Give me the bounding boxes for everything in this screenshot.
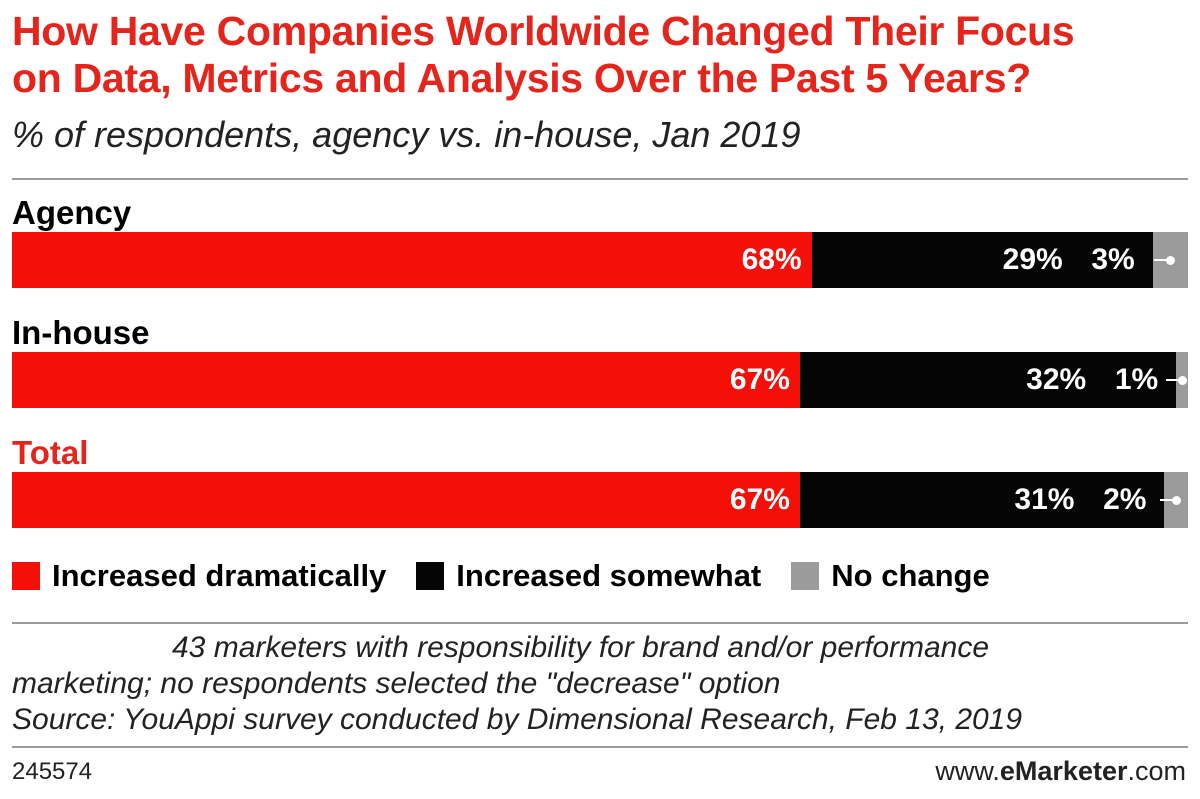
data-label-total-increased-dramatically: 67% bbox=[729, 483, 790, 516]
bar-segment-in-house-increased-dramatically: 67% bbox=[12, 352, 800, 408]
legend-item-increased-somewhat: Increased somewhat bbox=[416, 558, 761, 594]
chart-title: How Have Companies Worldwide Changed The… bbox=[12, 8, 1192, 102]
legend-item-no-change: No change bbox=[791, 558, 990, 594]
bottom-divider bbox=[12, 746, 1188, 748]
legend-swatch-no-change bbox=[791, 562, 820, 590]
brand-suffix: .com bbox=[1127, 756, 1186, 786]
data-label-agency-increased-dramatically: 68% bbox=[741, 243, 802, 276]
data-label-in-house-increased-dramatically: 67% bbox=[729, 363, 790, 396]
leader-dot-agency bbox=[1165, 255, 1175, 265]
bar-segment-agency-no-change: 3% bbox=[1091, 232, 1188, 288]
leader-line-agency bbox=[1154, 259, 1171, 261]
bar-segment-in-house-increased-somewhat: 32% bbox=[799, 352, 1177, 408]
source-line: Source: YouAppi survey conducted by Dime… bbox=[12, 703, 1023, 736]
footer-divider bbox=[12, 622, 1188, 624]
chart-title-line-2: on Data, Metrics and Analysis Over the P… bbox=[12, 55, 1031, 101]
category-label-in-house: In-house bbox=[12, 314, 150, 351]
data-label-agency-increased-somewhat: 29% bbox=[1002, 243, 1063, 276]
brand-url: www.eMarketer.com bbox=[935, 756, 1186, 786]
bar-segment-in-house-no-change: 1% bbox=[1115, 352, 1188, 408]
brand-prefix: www. bbox=[935, 756, 1000, 786]
bar-segment-agency-increased-dramatically: 68% bbox=[12, 232, 812, 288]
bar-total: 67% 31% 2% bbox=[12, 472, 1188, 528]
chart-id: 245574 bbox=[12, 758, 93, 785]
data-label-total-no-change: 2% bbox=[1103, 483, 1147, 516]
legend-swatch-increased-dramatically bbox=[12, 562, 40, 590]
legend-label-increased-dramatically: Increased dramatically bbox=[52, 558, 387, 593]
legend: Increased dramatically Increased somewha… bbox=[12, 556, 1020, 596]
leader-line-in-house bbox=[1166, 379, 1183, 381]
bar-segment-total-increased-somewhat: 31% bbox=[799, 472, 1165, 528]
footnote: 43 marketers with responsibility for bra… bbox=[12, 630, 1188, 738]
leader-dot-in-house bbox=[1177, 375, 1187, 385]
chart-subtitle: % of respondents, agency vs. in-house, J… bbox=[12, 114, 801, 155]
brand-name: eMarketer bbox=[999, 756, 1128, 786]
category-label-agency: Agency bbox=[12, 194, 132, 231]
leader-dot-total bbox=[1171, 495, 1181, 505]
data-label-agency-no-change: 3% bbox=[1091, 243, 1135, 276]
data-label-in-house-no-change: 1% bbox=[1114, 363, 1159, 396]
top-divider bbox=[12, 178, 1188, 180]
legend-item-increased-dramatically: Increased dramatically bbox=[12, 558, 386, 594]
footnote-line-1: 43 marketers with responsibility for bra… bbox=[172, 631, 990, 664]
legend-label-no-change: No change bbox=[831, 558, 990, 593]
category-label-total: Total bbox=[12, 434, 89, 471]
footnote-line-2: marketing; no respondents selected the "… bbox=[12, 667, 781, 700]
bar-segment-agency-increased-somewhat: 29% bbox=[811, 232, 1153, 288]
leader-line-total bbox=[1160, 499, 1177, 501]
legend-label-increased-somewhat: Increased somewhat bbox=[456, 558, 762, 593]
bar-segment-total-no-change: 2% bbox=[1103, 472, 1188, 528]
legend-swatch-increased-somewhat bbox=[416, 562, 445, 590]
bar-segment-total-increased-dramatically: 67% bbox=[12, 472, 800, 528]
bar-agency: 68% 29% 3% bbox=[12, 232, 1188, 288]
chart-title-line-1: How Have Companies Worldwide Changed The… bbox=[12, 8, 1075, 54]
bar-in-house: 67% 32% 1% bbox=[12, 352, 1188, 408]
data-label-in-house-increased-somewhat: 32% bbox=[1026, 363, 1087, 396]
data-label-total-increased-somewhat: 31% bbox=[1014, 483, 1075, 516]
